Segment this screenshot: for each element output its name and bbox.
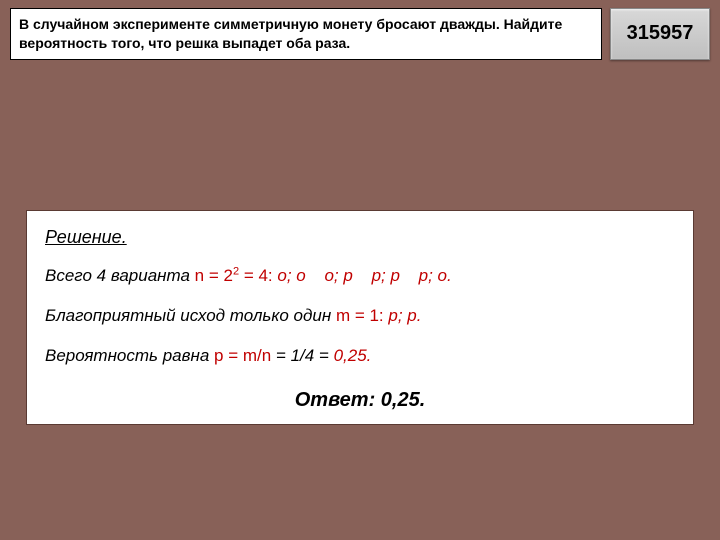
line2-expr: m = 1:: [336, 306, 388, 325]
line3-calc: = 1/4 =: [271, 346, 333, 365]
solution-line-2: Благоприятный исход только один m = 1: р…: [45, 304, 675, 328]
outcome-1: о; о: [277, 266, 305, 285]
outcome-3: р; р: [372, 266, 400, 285]
solution-title: Решение.: [45, 227, 675, 248]
line1-expr: n = 2: [195, 266, 233, 285]
line3-result: 0,25.: [334, 346, 372, 365]
problem-id: 315957: [627, 22, 694, 45]
line3-formula: p = m/n: [214, 346, 271, 365]
answer-line: Ответ: 0,25.: [45, 389, 675, 412]
problem-text: В случайном эксперименте симметричную мо…: [19, 16, 562, 51]
answer-label: Ответ:: [295, 389, 381, 411]
header-row: В случайном эксперименте симметричную мо…: [0, 0, 720, 60]
answer-value: 0,25.: [381, 389, 425, 411]
solution-line-1: Всего 4 варианта n = 22 = 4: о; о о; р р…: [45, 264, 675, 288]
line1-prefix: Всего 4 варианта: [45, 266, 195, 285]
line2-prefix: Благоприятный исход только один: [45, 306, 336, 325]
problem-id-box: 315957: [610, 8, 710, 60]
solution-line-3: Вероятность равна p = m/n = 1/4 = 0,25.: [45, 344, 675, 368]
line2-outcome: р; р.: [388, 306, 421, 325]
line1-eq: = 4:: [239, 266, 277, 285]
line3-prefix: Вероятность равна: [45, 346, 214, 365]
problem-statement-box: В случайном эксперименте симметричную мо…: [10, 8, 602, 60]
solution-box: Решение. Всего 4 варианта n = 22 = 4: о;…: [26, 210, 694, 425]
outcome-4: р; о.: [419, 266, 452, 285]
outcome-2: о; р: [324, 266, 352, 285]
